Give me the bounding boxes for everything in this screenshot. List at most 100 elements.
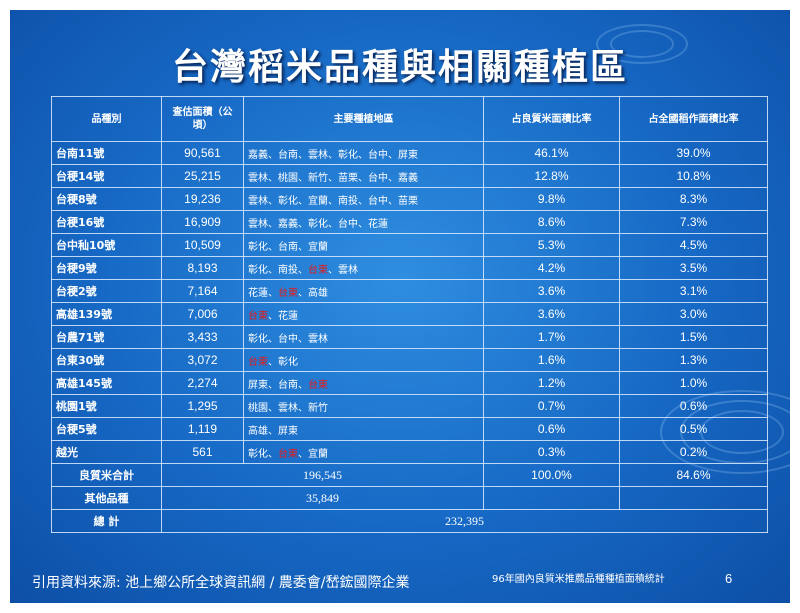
region-text: 桃園、雲林、新竹 bbox=[248, 402, 328, 414]
ratio-national-cell: 1.3% bbox=[619, 348, 768, 372]
ratio-quality-cell: 0.3% bbox=[483, 440, 620, 464]
ratio-quality-cell: 0.6% bbox=[483, 417, 620, 441]
region-text: 彰化、 bbox=[248, 448, 278, 460]
footer-note: 96年國內良質米推薦品種種植面積統計 bbox=[492, 574, 665, 585]
table-row: 台中秈10號 10,509 彰化、台南、宜蘭 5.3% 4.5% bbox=[51, 233, 768, 257]
variety-cell: 台中秈10號 bbox=[51, 233, 162, 257]
ratio-quality-cell: 9.8% bbox=[483, 187, 620, 211]
variety-cell: 台東30號 bbox=[51, 348, 162, 372]
regions-cell: 雲林、嘉義、彰化、台中、花蓮 bbox=[243, 210, 484, 234]
regions-cell: 台東、彰化 bbox=[243, 348, 484, 372]
subtotal-row: 良質米合計 196,545 100.0% 84.6% bbox=[51, 463, 768, 487]
source-citation: 引用資料來源: 池上鄉公所全球資訊網 / 農委會/嵆鋐國際企業 bbox=[32, 575, 410, 591]
table-row: 高雄145號 2,274 屏東、台南、台東 1.2% 1.0% bbox=[51, 371, 768, 395]
regions-cell: 台東、花蓮 bbox=[243, 302, 484, 326]
ratio-quality-cell: 1.2% bbox=[483, 371, 620, 395]
ratio-national-cell: 3.5% bbox=[619, 256, 768, 280]
slide: 台灣稻米品種與相關種植區 品種別 查估面積（公頃） 主要種植地區 占良質米面積比… bbox=[10, 10, 790, 603]
table-row: 桃園1號 1,295 桃園、雲林、新竹 0.7% 0.6% bbox=[51, 394, 768, 418]
table-row: 台稉9號 8,193 彰化、南投、台東、雲林 4.2% 3.5% bbox=[51, 256, 768, 280]
ratio-quality-cell: 12.8% bbox=[483, 164, 620, 188]
table-row: 越光 561 彰化、台東、宜蘭 0.3% 0.2% bbox=[51, 440, 768, 464]
ratio-national-cell: 10.8% bbox=[619, 164, 768, 188]
area-cell: 7,006 bbox=[161, 302, 244, 326]
subtotal-area: 196,545 bbox=[161, 463, 484, 487]
table-row: 台東30號 3,072 台東、彰化 1.6% 1.3% bbox=[51, 348, 768, 372]
ratio-quality-cell: 8.6% bbox=[483, 210, 620, 234]
region-text: 、宜蘭 bbox=[298, 448, 328, 460]
table-header-row: 品種別 查估面積（公頃） 主要種植地區 占良質米面積比率 占全國稻作面積比率 bbox=[51, 96, 768, 142]
table-row: 台稉8號 19,236 雲林、彰化、宜蘭、南投、台中、苗栗 9.8% 8.3% bbox=[51, 187, 768, 211]
others-label: 其他品種 bbox=[51, 486, 162, 510]
ratio-national-cell: 1.0% bbox=[619, 371, 768, 395]
table-row: 台南11號 90,561 嘉義、台南、雲林、彰化、台中、屏東 46.1% 39.0% bbox=[51, 141, 768, 165]
variety-cell: 台稉5號 bbox=[51, 417, 162, 441]
ratio-quality-cell: 4.2% bbox=[483, 256, 620, 280]
ratio-quality-cell: 1.6% bbox=[483, 348, 620, 372]
region-text: 、彰化 bbox=[268, 356, 298, 368]
ratio-quality-cell: 1.7% bbox=[483, 325, 620, 349]
others-area: 35,849 bbox=[161, 486, 484, 510]
others-empty-cell bbox=[483, 486, 620, 510]
regions-cell: 屏東、台南、台東 bbox=[243, 371, 484, 395]
slide-title: 台灣稻米品種與相關種植區 bbox=[171, 46, 628, 88]
area-cell: 2,274 bbox=[161, 371, 244, 395]
regions-cell: 高雄、屏東 bbox=[243, 417, 484, 441]
area-cell: 8,193 bbox=[161, 256, 244, 280]
header-ratio-quality: 占良質米面積比率 bbox=[483, 96, 620, 142]
water-ripple bbox=[596, 24, 688, 64]
area-cell: 25,215 bbox=[161, 164, 244, 188]
variety-cell: 越光 bbox=[51, 440, 162, 464]
table-row: 台稉14號 25,215 雲林、桃園、新竹、苗栗、台中、嘉義 12.8% 10.8% bbox=[51, 164, 768, 188]
region-text: 花蓮、 bbox=[248, 287, 278, 299]
region-text: 屏東、台南、 bbox=[248, 379, 308, 391]
region-text: 高雄、屏東 bbox=[248, 425, 298, 437]
variety-cell: 台農71號 bbox=[51, 325, 162, 349]
ratio-quality-cell: 3.6% bbox=[483, 279, 620, 303]
header-regions: 主要種植地區 bbox=[243, 96, 484, 142]
variety-cell: 台稉2號 bbox=[51, 279, 162, 303]
area-cell: 7,164 bbox=[161, 279, 244, 303]
regions-cell: 彰化、台中、雲林 bbox=[243, 325, 484, 349]
region-highlight: 台東 bbox=[278, 448, 298, 460]
total-row: 總 計 232,395 bbox=[51, 509, 768, 533]
subtotal-ratio-national: 84.6% bbox=[619, 463, 768, 487]
area-cell: 3,072 bbox=[161, 348, 244, 372]
area-cell: 3,433 bbox=[161, 325, 244, 349]
variety-cell: 桃園1號 bbox=[51, 394, 162, 418]
variety-cell: 台稉16號 bbox=[51, 210, 162, 234]
others-row: 其他品種 35,849 bbox=[51, 486, 768, 510]
regions-cell: 雲林、桃園、新竹、苗栗、台中、嘉義 bbox=[243, 164, 484, 188]
ratio-national-cell: 3.0% bbox=[619, 302, 768, 326]
ratio-national-cell: 0.2% bbox=[619, 440, 768, 464]
region-highlight: 台東 bbox=[278, 287, 298, 299]
table-row: 台稉2號 7,164 花蓮、台東、高雄 3.6% 3.1% bbox=[51, 279, 768, 303]
regions-cell: 嘉義、台南、雲林、彰化、台中、屏東 bbox=[243, 141, 484, 165]
regions-cell: 花蓮、台東、高雄 bbox=[243, 279, 484, 303]
region-highlight: 台東 bbox=[308, 379, 328, 391]
header-area: 查估面積（公頃） bbox=[161, 96, 244, 142]
region-text: 彰化、南投、 bbox=[248, 264, 308, 276]
region-text: 彰化、台中、雲林 bbox=[248, 333, 328, 345]
regions-cell: 雲林、彰化、宜蘭、南投、台中、苗栗 bbox=[243, 187, 484, 211]
regions-cell: 彰化、南投、台東、雲林 bbox=[243, 256, 484, 280]
table-row: 台農71號 3,433 彰化、台中、雲林 1.7% 1.5% bbox=[51, 325, 768, 349]
region-text: 雲林、嘉義、彰化、台中、花蓮 bbox=[248, 218, 388, 230]
region-text: 雲林、彰化、宜蘭、南投、台中、苗栗 bbox=[248, 195, 418, 207]
regions-cell: 彰化、台南、宜蘭 bbox=[243, 233, 484, 257]
header-ratio-national: 占全國稻作面積比率 bbox=[619, 96, 768, 142]
area-cell: 10,509 bbox=[161, 233, 244, 257]
region-text: 、高雄 bbox=[298, 287, 328, 299]
area-cell: 1,119 bbox=[161, 417, 244, 441]
page-number: 6 bbox=[725, 571, 733, 586]
ratio-quality-cell: 0.7% bbox=[483, 394, 620, 418]
region-text: 雲林、桃園、新竹、苗栗、台中、嘉義 bbox=[248, 172, 418, 184]
variety-cell: 台南11號 bbox=[51, 141, 162, 165]
table-row: 台稉16號 16,909 雲林、嘉義、彰化、台中、花蓮 8.6% 7.3% bbox=[51, 210, 768, 234]
variety-cell: 台稉14號 bbox=[51, 164, 162, 188]
region-highlight: 台東 bbox=[308, 264, 328, 276]
ratio-national-cell: 0.6% bbox=[619, 394, 768, 418]
region-highlight: 台東 bbox=[248, 356, 268, 368]
regions-cell: 桃園、雲林、新竹 bbox=[243, 394, 484, 418]
regions-cell: 彰化、台東、宜蘭 bbox=[243, 440, 484, 464]
